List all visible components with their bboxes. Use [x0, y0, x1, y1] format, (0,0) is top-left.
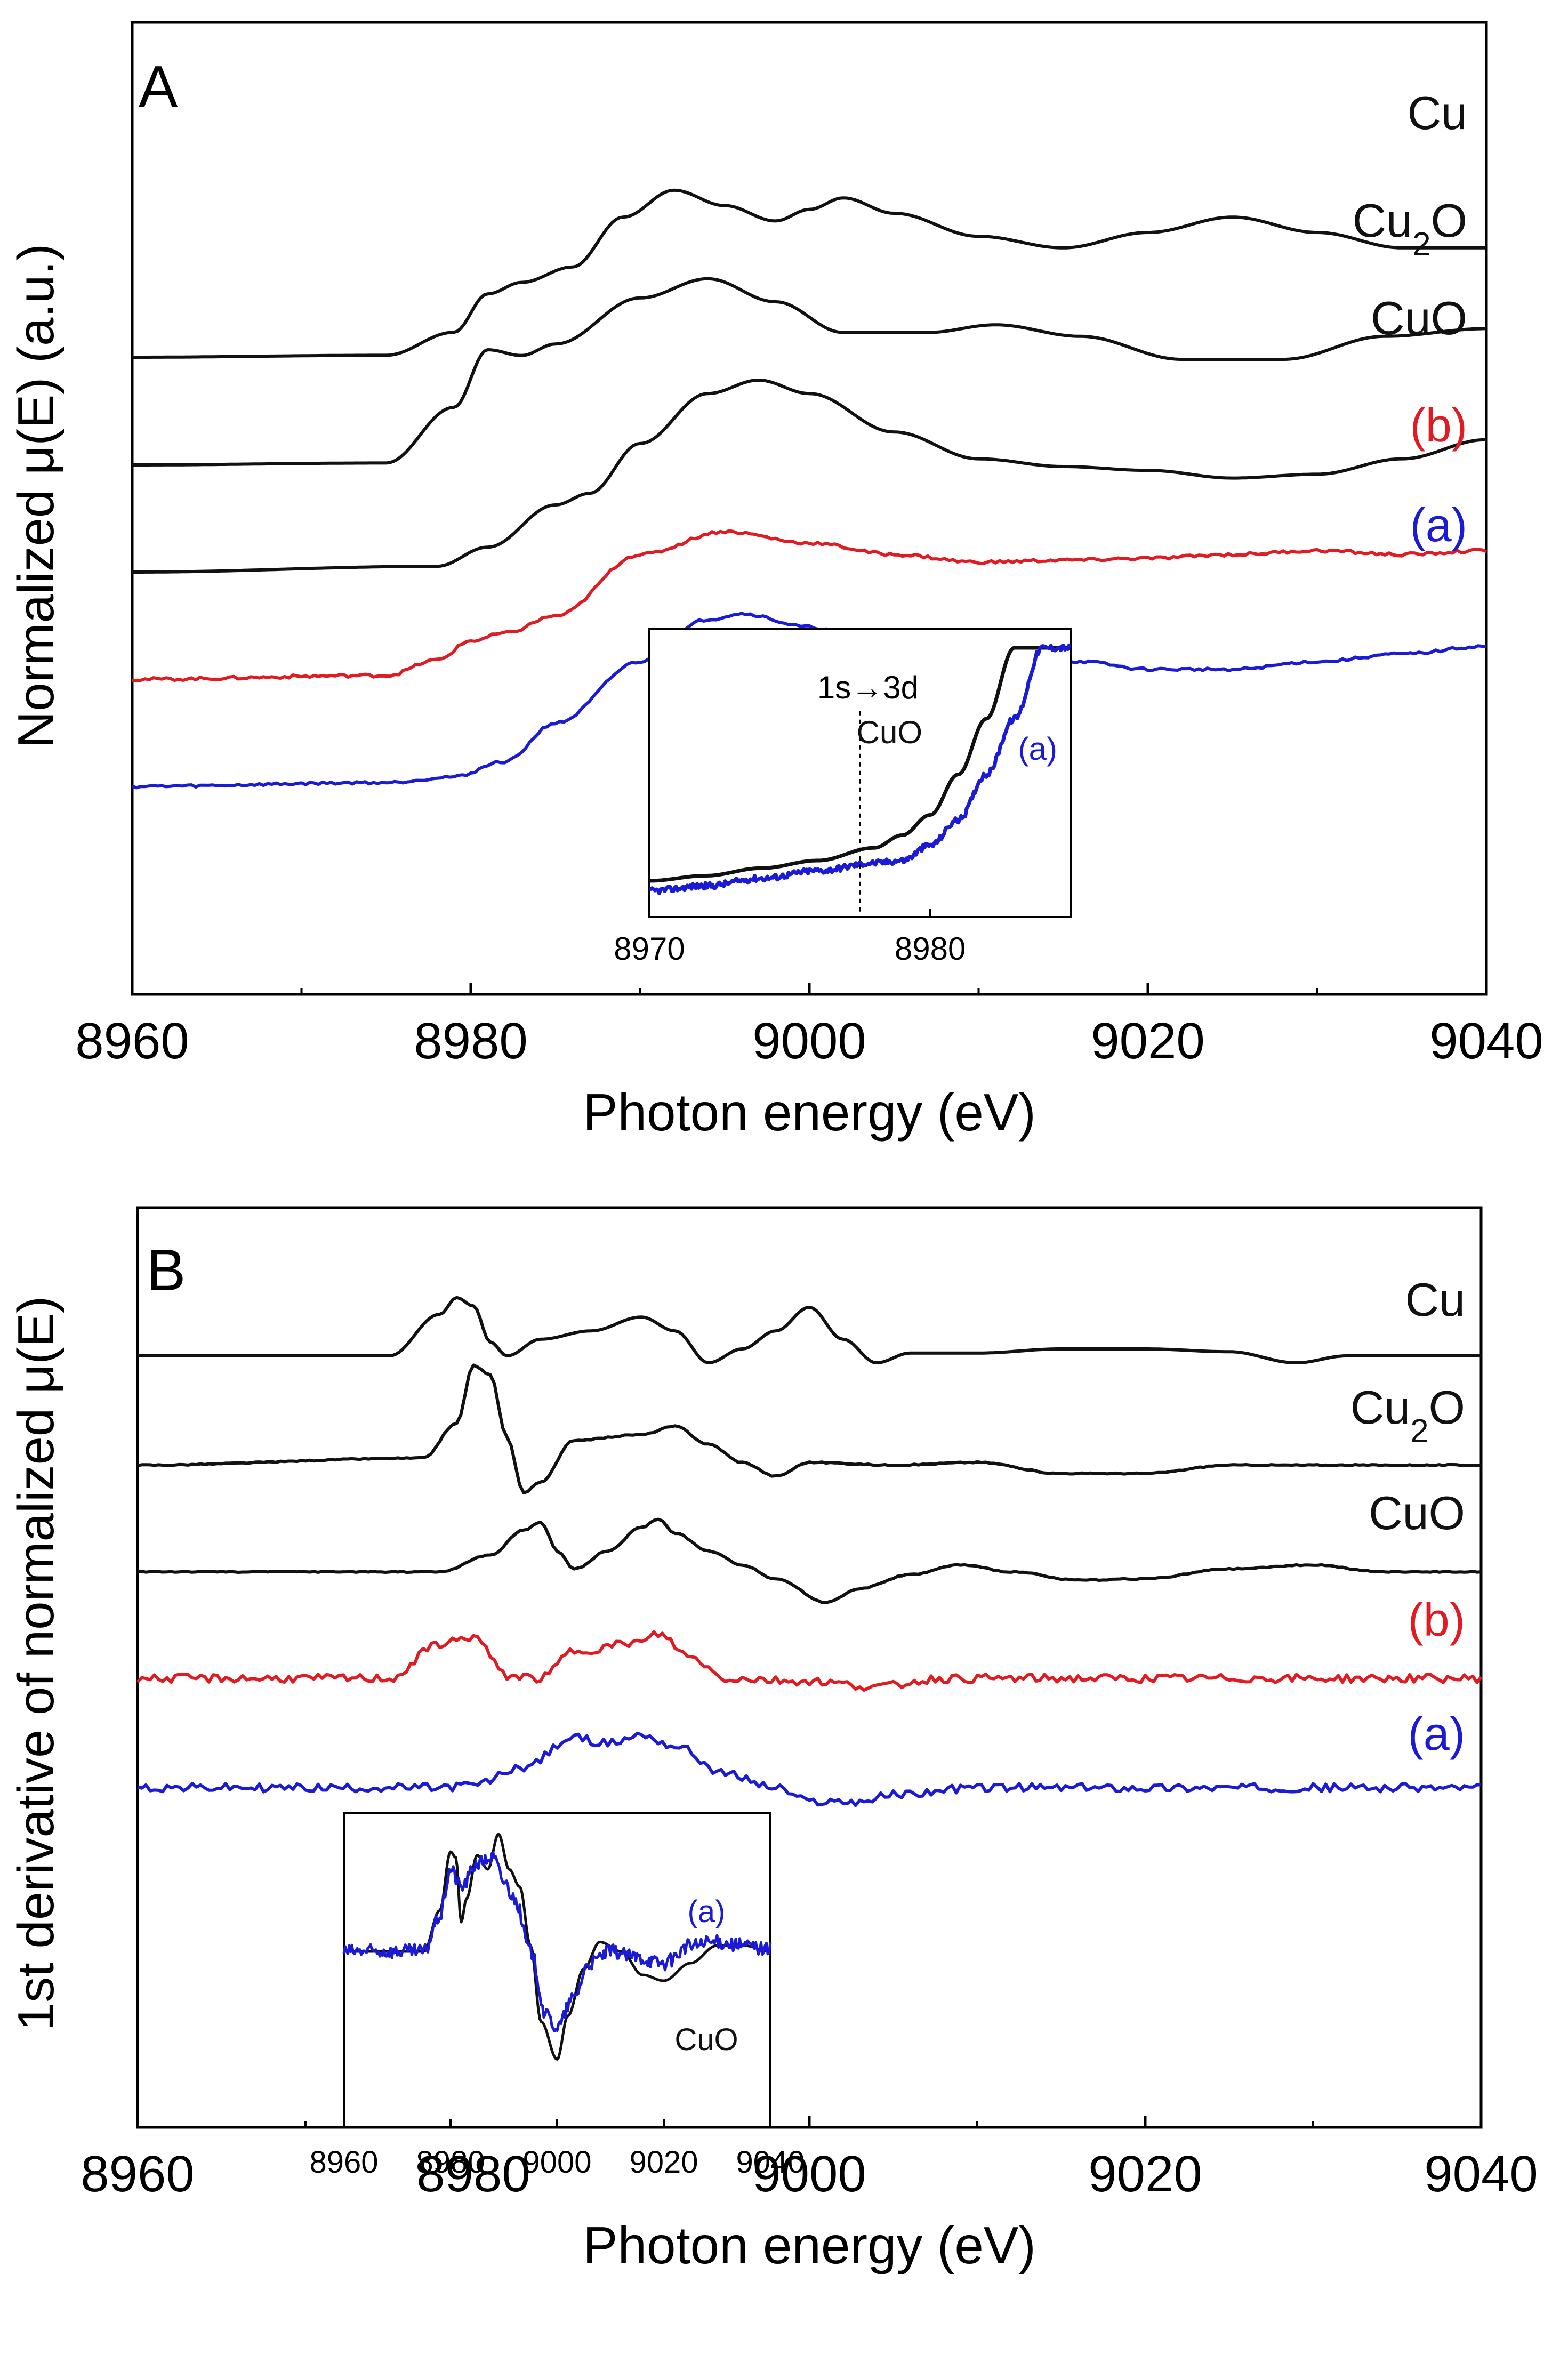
- x-tick-label: 8960: [75, 1012, 189, 1070]
- series-line-a: [132, 612, 1487, 790]
- x-tick-label: 9020: [1088, 2145, 1202, 2203]
- series-line-cu2o: [132, 277, 1486, 467]
- series-label-b: (b): [1410, 399, 1467, 452]
- inset-x-tick-label: 8960: [309, 2145, 378, 2180]
- panel-a: A 8960 8980 9000 9020 9040 Photon energy (eV) N…: [7, 21, 1543, 1142]
- x-tick-label: 9040: [1429, 1012, 1543, 1070]
- y-axis-label: 1st derivative of normalized μ(E): [7, 1296, 65, 2031]
- inset-x-tick-label: 8980: [416, 2145, 485, 2180]
- inset-label-a: (a): [688, 1894, 726, 1929]
- panel-label: A: [139, 54, 178, 119]
- series-line-b: [132, 529, 1487, 682]
- inset-series-a: [648, 643, 1072, 895]
- x-tick-label: 8980: [416, 2145, 530, 2203]
- x-tick-label: 9000: [752, 1012, 866, 1070]
- panel-label: B: [147, 1237, 186, 1303]
- x-tick-label: 8980: [414, 1012, 528, 1070]
- inset-annotation-label: 1s→3d: [817, 670, 919, 705]
- series-label-cu: Cu: [1408, 86, 1468, 139]
- inset-x-tick-label: 9000: [522, 2145, 591, 2180]
- series-line-cu2o: [137, 1363, 1482, 1495]
- series-label-cu2o: Cu2O: [1350, 1381, 1465, 1450]
- inset-label-cuo: CuO: [674, 2022, 738, 2057]
- x-tick-label: 9040: [1424, 2145, 1538, 2203]
- inset-label-cuo: CuO: [857, 714, 922, 750]
- series-label-cu2o: Cu2O: [1353, 194, 1467, 263]
- inset: 8970 8980 1s→3d CuO (a): [614, 628, 1072, 967]
- y-axis-label: Normalized μ(E) (a.u.): [7, 244, 65, 748]
- series-line-cu: [138, 1296, 1481, 1364]
- x-axis-label: Photon energy (eV): [583, 1083, 1036, 1142]
- series-line-cuo: [132, 379, 1487, 574]
- series-label-cu: Cu: [1405, 1273, 1466, 1326]
- series-line-cu: [132, 188, 1486, 359]
- x-tick-label: 9000: [752, 2145, 866, 2203]
- inset-series-a: [342, 1851, 772, 2032]
- panel-b: B 8960 8980 9000 9020 9040 Photon energy (eV) 1…: [7, 1206, 1538, 2274]
- inset: 8960 8980 9000 9020 9040 (a) CuO: [309, 1812, 805, 2180]
- series-label-a: (a): [1410, 499, 1467, 551]
- x-tick-label: 8960: [81, 2145, 195, 2203]
- series-label-a: (a): [1408, 1707, 1465, 1760]
- series-line-b: [136, 1630, 1483, 1692]
- series-label-b: (b): [1408, 1593, 1465, 1646]
- x-axis-label: Photon energy (eV): [583, 2216, 1036, 2274]
- inset-x-tick-label: 9020: [629, 2145, 698, 2180]
- inset-x-tick-label: 8970: [614, 931, 685, 967]
- series-line-a: [137, 1731, 1482, 1807]
- x-tick-label: 9020: [1091, 1012, 1205, 1070]
- series-line-cuo: [137, 1517, 1482, 1604]
- series-label-cuo: CuO: [1369, 1486, 1465, 1539]
- inset-frame: [343, 1812, 771, 2128]
- series-label-cuo: CuO: [1371, 292, 1467, 344]
- inset-label-a: (a): [1018, 731, 1057, 767]
- inset-x-tick-label: 9040: [736, 2145, 805, 2180]
- inset-x-tick-label: 8980: [895, 931, 966, 967]
